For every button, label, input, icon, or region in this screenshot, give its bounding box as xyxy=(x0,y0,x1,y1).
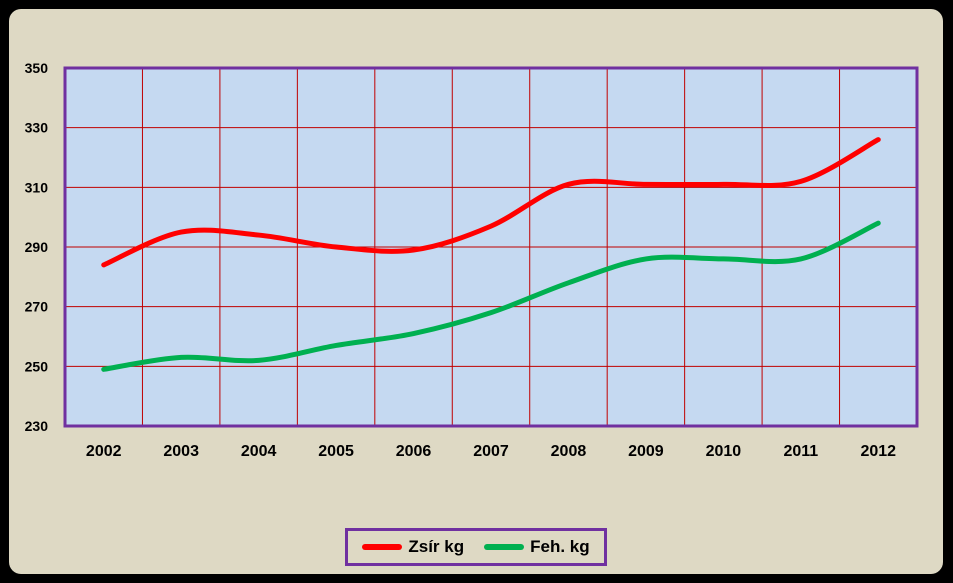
legend-item-feh: Feh. kg xyxy=(484,537,590,557)
x-tick-label: 2006 xyxy=(396,443,432,460)
x-tick-label: 2007 xyxy=(473,443,509,460)
legend-label-zsir: Zsír kg xyxy=(408,537,465,556)
y-tick-label: 330 xyxy=(25,120,49,136)
legend: Zsír kg Feh. kg xyxy=(345,528,607,566)
x-tick-label: 2009 xyxy=(628,443,664,460)
plot-border xyxy=(63,66,919,428)
x-tick-label: 2002 xyxy=(86,443,122,460)
x-axis-ticks: 2002 2003 2004 2005 2006 2007 2008 2009 2010 2011… xyxy=(86,443,896,460)
legend-label-feh: Feh. kg xyxy=(530,537,590,556)
x-tick-label: 2008 xyxy=(551,443,587,460)
x-tick-label: 2011 xyxy=(783,443,818,460)
y-tick-label: 230 xyxy=(25,418,49,434)
y-axis-ticks: 350 330 310 290 270 250 230 xyxy=(25,60,49,434)
legend-swatch-feh xyxy=(484,544,525,550)
x-tick-label: 2004 xyxy=(241,443,277,460)
y-tick-label: 290 xyxy=(25,239,49,255)
x-tick-label: 2010 xyxy=(706,443,742,460)
legend-swatch-zsir xyxy=(362,544,403,550)
x-tick-label: 2003 xyxy=(163,443,199,460)
y-tick-label: 270 xyxy=(25,299,49,315)
series-lines xyxy=(101,137,881,372)
y-tick-label: 350 xyxy=(25,60,49,76)
series-line-feh xyxy=(101,220,881,372)
legend-item-zsir: Zsír kg xyxy=(362,537,464,557)
x-tick-label: 2012 xyxy=(860,443,896,460)
y-tick-label: 310 xyxy=(25,179,49,195)
grid-lines xyxy=(65,68,917,426)
y-tick-label: 250 xyxy=(25,358,49,374)
series-line-zsir xyxy=(101,137,881,268)
x-tick-label: 2005 xyxy=(318,443,354,460)
